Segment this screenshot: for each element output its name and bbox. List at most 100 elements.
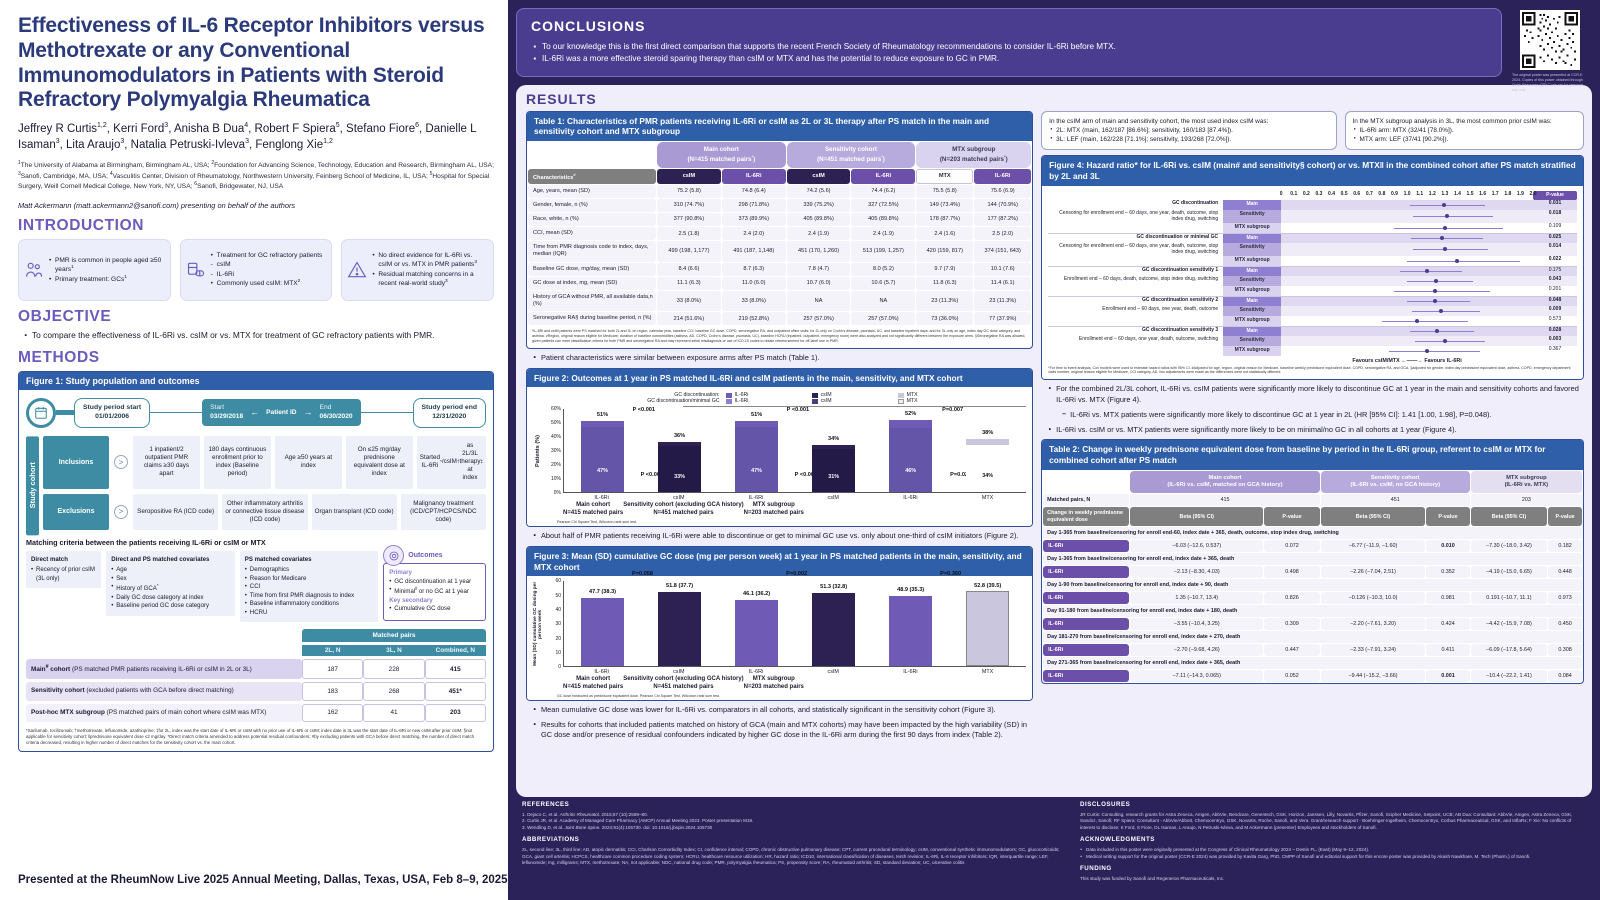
pvalue-cell: 0.109 <box>1533 222 1577 233</box>
conclusion-item: To our knowledge this is the first direc… <box>531 37 1487 57</box>
forest-cohort-label: Main <box>1223 326 1282 336</box>
cell-value: 415 <box>424 658 486 680</box>
figure2-legend: GC discontinuation: IL-6Ri csIM MTX GC d… <box>533 392 1026 404</box>
bar-value-label: 52.8 (39.5) <box>974 582 1002 589</box>
intro-card-1: PMR is common in people aged ≥50 years1 … <box>18 238 171 301</box>
col-header-pvalue: P-value <box>1548 507 1582 527</box>
confidence-interval <box>1381 320 1468 322</box>
cell-value: 377 (90.8%) <box>657 212 721 227</box>
warning-icon <box>346 259 368 281</box>
confidence-interval <box>1413 249 1488 251</box>
cell-value: 491 (187, 1,148) <box>721 241 786 262</box>
outcome-item: Cumulative GC dose <box>389 605 480 614</box>
cell-value: −9.44 (−15.2, −3.66) <box>1320 670 1426 683</box>
qr-code-icon[interactable] <box>1520 10 1580 70</box>
pvalue-top: P <0.001 <box>632 407 656 414</box>
matching-criteria-row: Direct match Recency of prior csIM (3L o… <box>26 545 487 622</box>
table-period-row: Day 1-365 from baseline/censoring for en… <box>1043 553 1582 566</box>
cell-value: 144 (70.9%) <box>974 198 1032 212</box>
forest-plot-cell <box>1281 296 1533 306</box>
pvalue-label: P=0.058 <box>632 571 654 578</box>
exclusion-item: Other inflammatory arthritis or connecti… <box>222 493 308 531</box>
forest-row: MTX subgroup 0.022 <box>1048 255 1577 266</box>
cell-value: 373 (89.9%) <box>721 212 786 227</box>
bar-inner-label: 33% <box>674 473 685 480</box>
cell-value: 327 (72.5%) <box>851 198 916 212</box>
bar-slot: 47% 51% P <0.001 P <0.001 <box>718 407 817 493</box>
col-header-il6ri: IL-6Ri <box>721 168 786 184</box>
cell-value: 8.7 (6.3) <box>721 262 786 276</box>
presented-at: Presented at the RheumNow Live 2025 Annu… <box>18 873 508 886</box>
forest-cohort-label: Sensitivity <box>1223 210 1282 223</box>
arrow-left-icon: ← <box>250 407 260 418</box>
inclusion-item: Age ≥50 years at index <box>274 435 342 489</box>
xtick-label: 0.2 <box>1302 191 1310 197</box>
timeline-connector <box>150 411 203 414</box>
intro-item: Primary treatment: GCs1 <box>49 275 163 285</box>
matched-pairs-table: Matched pairs 2L, N 3L, N Combined, N Ma… <box>26 626 486 725</box>
legend-divider <box>683 406 1027 408</box>
table-row: Matched pairs, N 415 451 203 <box>1043 494 1582 507</box>
sidebox-list: 2L: MTX (main, 162/187 [86.6%]; sensitiv… <box>1049 123 1328 146</box>
match-item: Reason for Medicare <box>245 575 373 584</box>
table-period-row: Day 91-180 from baseline/censoring for e… <box>1043 605 1582 618</box>
cell-value: −3.55 (−10.4, 3.25) <box>1130 618 1264 631</box>
table-row: CCI, mean (SD) 2.5 (1.8) 2.4 (2.0) 2.4 (1.9… <box>528 227 1032 241</box>
legend-row-2: GC discontinuation/minimal GC IL-6Ri csI… <box>533 398 1026 404</box>
acknowledgments-list: Data included in this poster were origin… <box>1080 844 1586 861</box>
cell-value: 513 (199, 1,257) <box>851 241 916 262</box>
col-header-pvalue: P-value <box>1264 507 1320 527</box>
match-item: Daily GC dose category at index <box>111 594 230 603</box>
cell-value: 33 (8.0%) <box>657 290 721 312</box>
match-box-heading: Direct and PS matched covariates <box>111 556 210 564</box>
objective-heading: OBJECTIVE <box>18 307 112 325</box>
bar: 31% 34% <box>812 436 856 493</box>
page-title: Effectiveness of IL-6 Receptor Inhibitor… <box>18 14 485 112</box>
table-row: IL-6Ri −7.11 (−14.3, 0.065) 0.052 −9.44 (−1… <box>1043 670 1582 683</box>
cell-value: 10.7 (6.0) <box>786 276 851 290</box>
bar: 48.9 (35.3) <box>889 587 933 667</box>
pvalue-cell: 0.048 <box>1533 296 1577 306</box>
cell-value: 8.4 (6.6) <box>657 262 721 276</box>
outcomes-secondary-label: Key secondary <box>389 596 433 604</box>
xtick-label: 1.6 <box>1479 191 1487 197</box>
matching-criteria-heading: Matching criteria between the patients r… <box>26 538 266 548</box>
sidebox-item: 2L: MTX (main, 162/187 [86.6%]; sensitiv… <box>1049 123 1328 136</box>
group-main-cohort: Main cohort (IL-6Ri vs. csIM, matched on … <box>1130 470 1320 494</box>
figure2-footnote: Pearson Chi Square Test, Wilcoxon rank s… <box>557 520 638 525</box>
hazard-ratio-point <box>1439 308 1444 313</box>
bar-inner-label: 31% <box>828 474 839 481</box>
ytick-label: 40% <box>550 434 561 441</box>
forest-cohort-label: Sensitivity <box>1223 275 1282 286</box>
legend-entry-mtx: MTX <box>897 392 984 398</box>
cell-value: −10.4 (−22.2, 1.41) <box>1470 670 1548 683</box>
bar-group: 47% 51% P <0.001 P <0.001 33% 36% <box>564 407 718 493</box>
xtick-label: 0.5 <box>1340 191 1348 197</box>
table2-box: Table 2: Change in weekly prednisone equ… <box>1041 439 1584 685</box>
col-header-beta: Beta (95% CI) <box>1470 507 1548 527</box>
bar: 51.3 (32.8) <box>812 584 856 667</box>
outcome-item: GC discontinuation at 1 year <box>389 578 480 587</box>
match-box-list: Age Sex History of GCA* Daily GC dose ca… <box>111 566 230 610</box>
bar-slot: 52.8 (39.5) <box>949 581 1026 667</box>
figure4-footnote: *For time to event analysis, Cox models … <box>1048 365 1571 375</box>
group-label: MTX subgroup N=203 matched pairs <box>743 676 804 691</box>
cell-value: −6.03 (−12.6, 0.537) <box>1130 540 1264 553</box>
group-label: Sensitivity cohort (excluding GCA histor… <box>623 676 744 691</box>
hazard-ratio-point <box>1434 278 1439 283</box>
ytick-label: 50 <box>555 592 561 599</box>
confidence-interval <box>1410 238 1483 240</box>
forest-row-label: GC discontinuation <box>1172 200 1219 206</box>
cell-value: 374 (151, 643) <box>974 241 1032 262</box>
cell-value: 0.973 <box>1548 592 1582 605</box>
hazard-ratio-point <box>1441 203 1446 207</box>
bar-slot: 47% 51% P <0.001 P <0.001 <box>564 407 663 493</box>
cell-value: 310 (74.7%) <box>657 198 721 212</box>
inclusions-row: Inclusions > 1 inpatient/2 outpatient PM… <box>43 435 487 489</box>
drug-label: IL-6Ri <box>1043 644 1130 657</box>
forest-row-label: GC discontinuation or minimal GC <box>1136 233 1219 240</box>
match-item: Time from first PMR diagnosis to index <box>245 592 373 601</box>
bar-total-label: 38% <box>982 430 994 437</box>
ytick-label: 60 <box>555 578 561 585</box>
